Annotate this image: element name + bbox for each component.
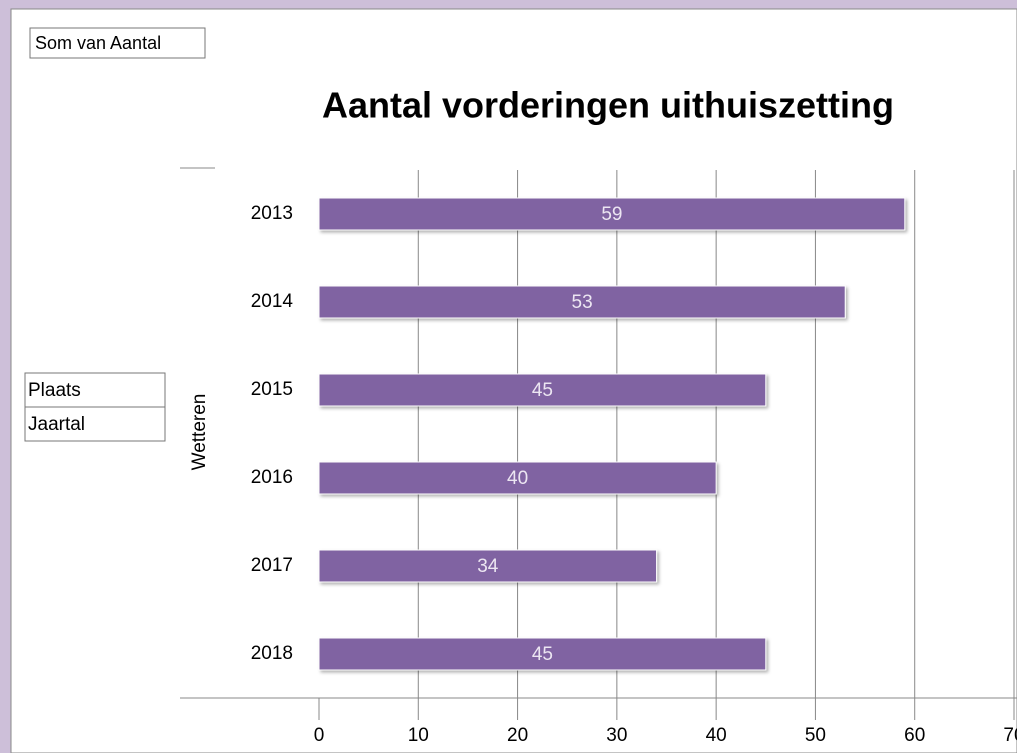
pivot-button-label: Jaartal (28, 414, 85, 435)
data-label: 34 (477, 556, 499, 577)
bar (318, 637, 767, 671)
x-tick-label: 30 (606, 725, 627, 746)
x-tick-label: 70 (1003, 725, 1017, 746)
pivot-button[interactable] (24, 406, 166, 442)
y-tick-label: 2017 (251, 555, 293, 576)
x-tick-label: 0 (314, 725, 325, 746)
y-tick-label: 2014 (251, 291, 294, 312)
data-label: 45 (532, 644, 553, 665)
data-label: 40 (507, 468, 528, 489)
data-label: 45 (532, 380, 553, 401)
pivot-button[interactable] (24, 372, 166, 408)
bar (318, 197, 906, 231)
y-tick-label: 2013 (251, 203, 293, 224)
pivot-button[interactable] (29, 27, 206, 59)
category-group-label: Wetteren (189, 394, 210, 471)
data-label: 59 (601, 204, 622, 225)
y-tick-label: 2015 (251, 379, 293, 400)
x-tick-label: 60 (904, 725, 925, 746)
bar (318, 461, 717, 495)
x-tick-label: 50 (805, 725, 826, 746)
x-tick-label: 40 (706, 725, 727, 746)
pivot-button-label: Plaats (28, 380, 81, 401)
x-tick-label: 10 (408, 725, 429, 746)
bar (318, 285, 846, 319)
bar (318, 549, 658, 583)
y-tick-label: 2018 (251, 643, 293, 664)
x-tick-label: 20 (507, 725, 528, 746)
data-label: 53 (572, 292, 593, 313)
y-tick-label: 2016 (251, 467, 293, 488)
pivot-button-label: Som van Aantal (35, 33, 161, 53)
chart-title: Aantal vorderingen uithuiszetting (322, 85, 894, 126)
bar (318, 373, 767, 407)
